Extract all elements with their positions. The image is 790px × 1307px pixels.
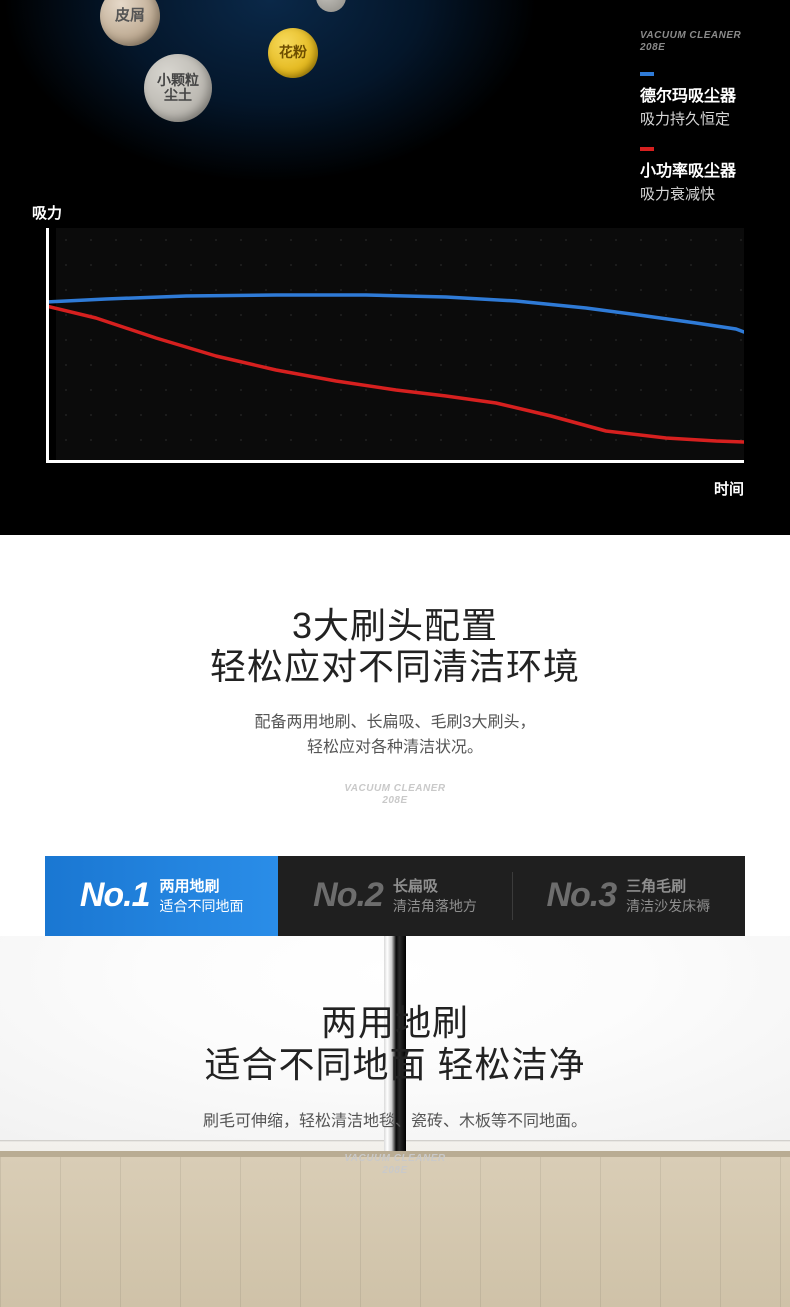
brush-tabs: No.1 两用地刷适合不同地面 No.2 长扁吸清洁角落地方 No.3 三角毛刷清洁沙发床…	[45, 856, 745, 936]
legend-red-sub: 吸力衰减快	[640, 183, 750, 204]
particle-tiny	[316, 0, 346, 12]
tab-1-title: 两用地刷	[160, 878, 244, 895]
particle-pollen: 花粉	[268, 28, 318, 78]
legend-red-tick	[640, 147, 654, 151]
product-panel: 两用地刷 适合不同地面 轻松洁净 刷毛可伸缩，轻松清洁地毯、瓷砖、木板等不同地面…	[0, 936, 790, 1307]
tab-2-number: No.2	[313, 876, 383, 915]
legend-blue-sub: 吸力持久恒定	[640, 108, 750, 129]
panel-title: 两用地刷 适合不同地面 轻松洁净	[0, 936, 790, 1087]
tab-2[interactable]: No.2 长扁吸清洁角落地方	[278, 856, 511, 936]
section2-subtitle: 配备两用地刷、长扁吸、毛刷3大刷头， 轻松应对各种清洁状况。	[0, 710, 790, 761]
tab-3[interactable]: No.3 三角毛刷清洁沙发床褥	[512, 856, 745, 936]
legend-blue-tick	[640, 72, 654, 76]
tab-2-text: 长扁吸清洁角落地方	[393, 878, 477, 914]
tab-1-number: No.1	[80, 876, 150, 915]
panel-subtitle: 刷毛可伸缩，轻松清洁地毯、瓷砖、木板等不同地面。	[0, 1107, 790, 1131]
tab-3-title: 三角毛刷	[626, 878, 710, 895]
tab-1[interactable]: No.1 两用地刷适合不同地面	[45, 856, 278, 936]
legend-block: VACUUM CLEANER 208E 德尔玛吸尘器 吸力持久恒定 小功率吸尘器…	[640, 30, 750, 204]
particle-pollen-label: 花粉	[279, 45, 307, 60]
particle-dust: 小颗粒 尘土	[144, 54, 212, 122]
tab-1-sub: 适合不同地面	[160, 898, 244, 914]
section2-title: 3大刷头配置 轻松应对不同清洁环境	[0, 605, 790, 688]
brand-mark: VACUUM CLEANER 208E	[640, 30, 750, 54]
particle-skin: 皮屑	[100, 0, 160, 46]
tab-1-text: 两用地刷适合不同地面	[160, 878, 244, 914]
legend-red: 小功率吸尘器 吸力衰减快	[640, 147, 750, 204]
suction-line-chart	[46, 228, 744, 463]
tab-2-title: 长扁吸	[393, 878, 477, 895]
brand-mark-grey-2: VACUUM CLEANER 208E	[0, 1153, 790, 1178]
particle-skin-label: 皮屑	[115, 8, 145, 25]
tab-3-text: 三角毛刷清洁沙发床褥	[626, 878, 710, 914]
particle-dust-label: 小颗粒 尘土	[157, 73, 199, 104]
brush-heads-section: 3大刷头配置 轻松应对不同清洁环境 配备两用地刷、长扁吸、毛刷3大刷头， 轻松应…	[0, 535, 790, 856]
tab-2-sub: 清洁角落地方	[393, 898, 477, 914]
legend-red-title: 小功率吸尘器	[640, 157, 750, 181]
brand-mark-grey: VACUUM CLEANER 208E	[0, 783, 790, 808]
tab-3-number: No.3	[546, 876, 616, 915]
chart-y-axis-label: 吸力	[32, 202, 62, 223]
suction-chart-section: 皮屑 小颗粒 尘土 花粉 VACUUM CLEANER 208E 德尔玛吸尘器 …	[0, 0, 790, 535]
chart-axes	[46, 228, 744, 463]
legend-blue: 德尔玛吸尘器 吸力持久恒定	[640, 72, 750, 129]
legend-blue-title: 德尔玛吸尘器	[640, 82, 750, 106]
chart-x-axis-label: 时间	[714, 478, 744, 499]
tab-3-sub: 清洁沙发床褥	[626, 898, 710, 914]
